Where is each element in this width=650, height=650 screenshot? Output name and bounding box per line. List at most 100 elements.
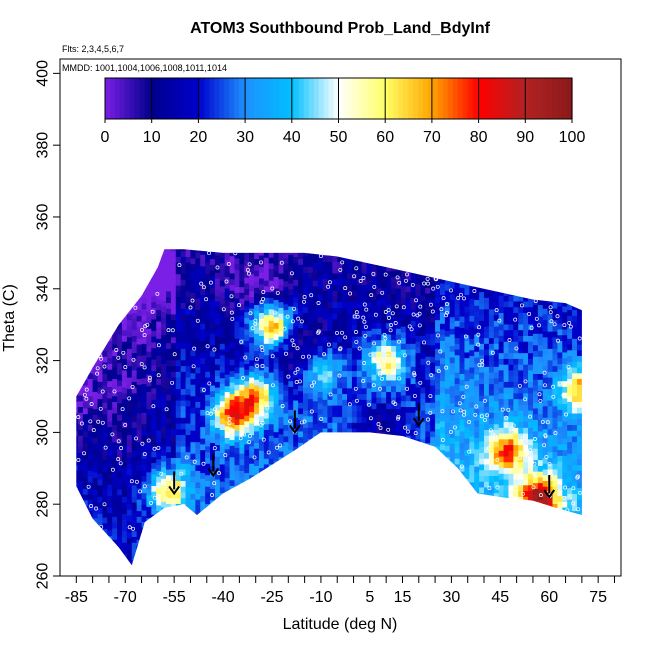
field-cell (420, 283, 426, 290)
field-cell (469, 338, 475, 345)
field-cell (430, 396, 436, 403)
observation-marker (229, 310, 234, 315)
field-cell (107, 328, 113, 336)
field-cell (474, 362, 480, 369)
field-cell (420, 398, 426, 405)
field-cell (547, 365, 553, 372)
field-cell (576, 470, 582, 477)
field-cell (254, 293, 260, 300)
colorbar-swatch (303, 78, 310, 119)
field-cell (224, 339, 231, 346)
field-cell (587, 419, 592, 425)
observation-marker (146, 438, 151, 443)
field-cell (493, 389, 500, 396)
field-cell (351, 353, 358, 360)
field-cell (141, 372, 147, 379)
field-cell (454, 274, 461, 281)
field-cell (381, 402, 387, 410)
observation-marker (513, 317, 518, 322)
field-cell (195, 344, 201, 351)
field-cell (87, 435, 94, 443)
field-cell (381, 397, 387, 404)
field-cell (337, 249, 343, 251)
field-cell (572, 344, 578, 351)
field-cell (493, 366, 500, 373)
field-cell (244, 455, 250, 462)
field-cell (405, 383, 412, 390)
field-cell (479, 452, 485, 459)
field-cell (307, 249, 314, 250)
colorbar-swatch (542, 78, 548, 119)
field-cell (557, 484, 563, 491)
field-cell (151, 519, 157, 527)
observation-marker (279, 260, 284, 265)
field-cell (112, 407, 118, 414)
field-cell (337, 416, 343, 423)
field-cell (420, 306, 426, 313)
field-cell (205, 285, 211, 292)
field-cell (371, 288, 377, 295)
field-cell (126, 388, 133, 395)
field-cell (117, 546, 123, 553)
field-cell (420, 421, 426, 428)
field-cell (444, 382, 451, 389)
observation-marker (82, 451, 87, 456)
field-cell (449, 305, 456, 312)
field-cell (430, 298, 436, 306)
field-cell (249, 469, 255, 476)
field-cell (254, 390, 260, 397)
field-cell (542, 319, 549, 326)
field-cell (503, 421, 509, 428)
field-cell (572, 372, 578, 380)
field-cell (508, 479, 514, 486)
field-cell (175, 400, 182, 407)
field-cell (263, 285, 270, 293)
field-cell (552, 313, 558, 321)
field-cell (195, 453, 201, 460)
field-cell (562, 346, 568, 353)
field-cell (322, 318, 328, 326)
field-cell (464, 374, 470, 382)
field-cell (224, 437, 231, 444)
field-cell (474, 379, 480, 387)
field-cell (249, 267, 255, 275)
field-cell (371, 339, 377, 346)
field-cell (484, 481, 490, 488)
field-cell (200, 380, 206, 387)
field-cell (508, 392, 514, 400)
field-cell (332, 290, 338, 297)
field-cell (214, 427, 221, 434)
field-cell (444, 439, 451, 446)
field-cell (337, 364, 343, 372)
field-cell (474, 288, 480, 295)
field-cell (405, 441, 412, 448)
field-cell (92, 471, 99, 479)
tropopause-arrows (168, 403, 556, 499)
field-cell (307, 295, 314, 302)
observation-marker (380, 290, 385, 295)
field-cell (581, 504, 582, 512)
field-cell (239, 384, 245, 391)
field-cell (224, 362, 231, 369)
field-cell (146, 483, 152, 490)
observation-marker (425, 276, 430, 281)
field-cell (439, 288, 446, 296)
field-cell (567, 349, 573, 357)
field-cell (498, 352, 505, 359)
field-cell (146, 512, 152, 519)
field-cell (195, 510, 201, 517)
field-cell (293, 256, 299, 263)
observation-marker (440, 438, 445, 442)
field-cell (410, 274, 417, 281)
field-cell (459, 316, 465, 323)
field-cell (141, 320, 147, 327)
field-cell (557, 323, 563, 330)
field-cell (381, 385, 387, 392)
field-cell (469, 464, 475, 471)
field-cell (161, 512, 167, 520)
observation-marker (288, 419, 293, 424)
field-cell (425, 390, 431, 397)
field-cell (405, 291, 412, 298)
field-cell (366, 318, 372, 326)
field-cell (307, 387, 314, 394)
